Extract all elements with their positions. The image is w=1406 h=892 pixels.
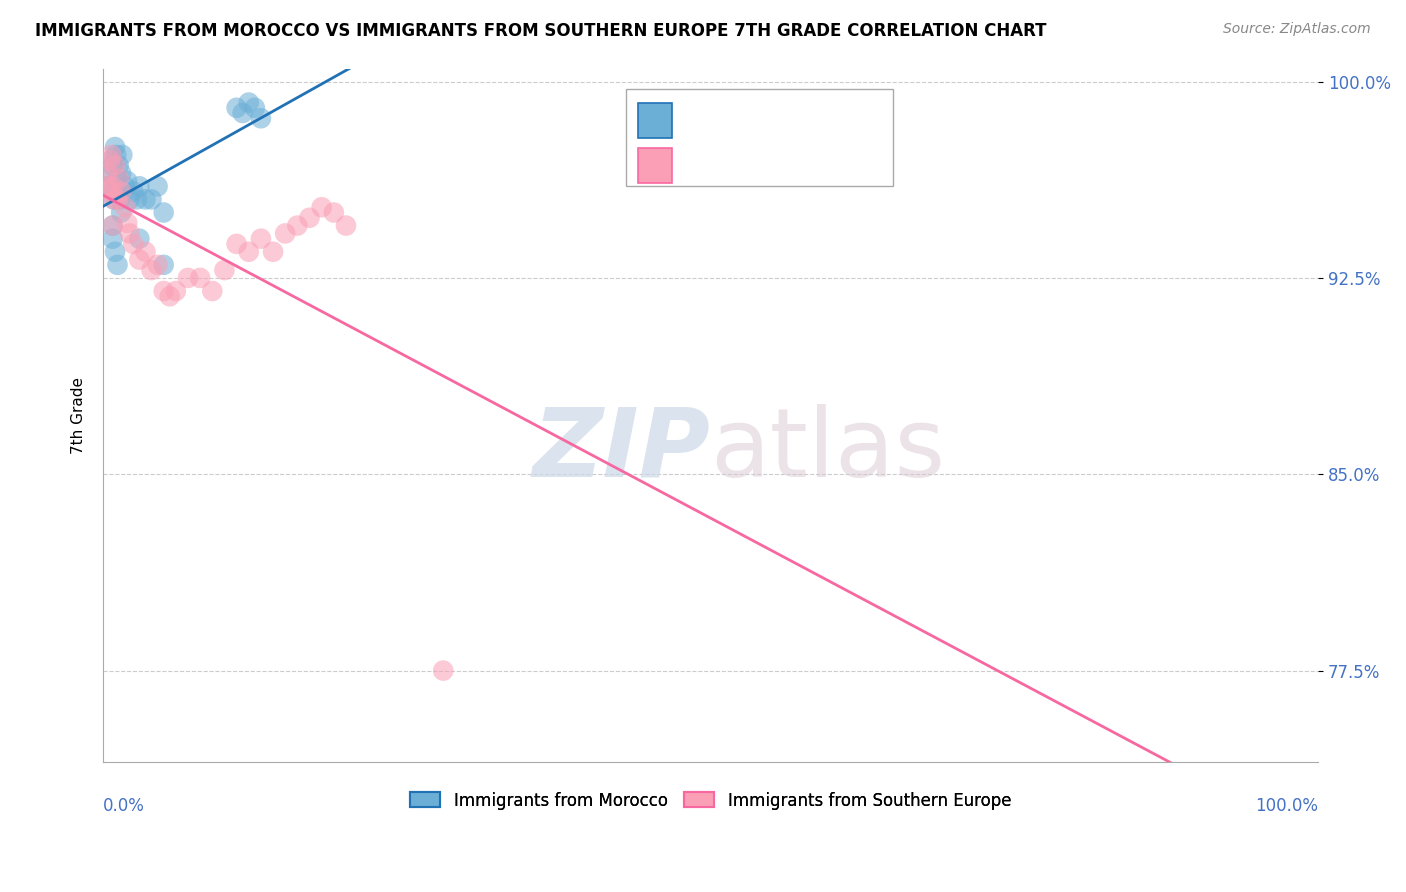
- Point: [103, 193, 125, 207]
- Point: [118, 227, 141, 241]
- Text: Source: ZipAtlas.com: Source: ZipAtlas.com: [1223, 22, 1371, 37]
- Text: ZIP: ZIP: [533, 403, 710, 497]
- Point: [152, 258, 174, 272]
- Point: [165, 284, 187, 298]
- Point: [146, 258, 169, 272]
- Point: [311, 200, 333, 214]
- Point: [118, 193, 141, 207]
- Point: [101, 219, 124, 233]
- Legend: Immigrants from Morocco, Immigrants from Southern Europe: Immigrants from Morocco, Immigrants from…: [404, 785, 1018, 816]
- Point: [134, 244, 156, 259]
- Point: [104, 158, 127, 172]
- Point: [114, 200, 136, 214]
- Text: 100.0%: 100.0%: [1256, 797, 1319, 815]
- Text: 0.0%: 0.0%: [103, 797, 145, 815]
- Text: R =  0.185   N = 38: R = 0.185 N = 38: [683, 155, 859, 173]
- Point: [110, 166, 132, 180]
- Point: [274, 227, 297, 241]
- Point: [128, 232, 150, 246]
- Point: [105, 148, 128, 162]
- Point: [110, 205, 132, 219]
- Point: [98, 166, 121, 180]
- Point: [115, 174, 138, 188]
- FancyBboxPatch shape: [626, 89, 893, 186]
- Point: [225, 236, 247, 251]
- Point: [201, 284, 224, 298]
- Point: [115, 216, 138, 230]
- Point: [108, 193, 131, 207]
- Point: [114, 179, 136, 194]
- Text: IMMIGRANTS FROM MOROCCO VS IMMIGRANTS FROM SOUTHERN EUROPE 7TH GRADE CORRELATION: IMMIGRANTS FROM MOROCCO VS IMMIGRANTS FR…: [35, 22, 1046, 40]
- Point: [101, 158, 124, 172]
- Point: [104, 140, 127, 154]
- Point: [250, 112, 273, 126]
- Point: [107, 193, 129, 207]
- Point: [128, 252, 150, 267]
- Point: [107, 171, 129, 186]
- Point: [298, 211, 321, 225]
- Point: [134, 193, 156, 207]
- Point: [285, 219, 308, 233]
- Point: [152, 284, 174, 298]
- FancyBboxPatch shape: [638, 148, 672, 183]
- Point: [98, 185, 121, 199]
- Point: [250, 232, 273, 246]
- Point: [104, 185, 127, 199]
- Point: [110, 185, 132, 199]
- Point: [128, 179, 150, 194]
- Text: atlas: atlas: [710, 403, 946, 497]
- Point: [101, 219, 124, 233]
- Point: [122, 185, 145, 199]
- Point: [262, 244, 284, 259]
- Point: [111, 148, 134, 162]
- Point: [243, 101, 266, 115]
- Point: [97, 179, 120, 194]
- Point: [238, 95, 260, 110]
- Point: [97, 166, 120, 180]
- Point: [225, 101, 247, 115]
- Point: [432, 664, 454, 678]
- Point: [177, 271, 200, 285]
- Point: [188, 271, 211, 285]
- Point: [101, 179, 124, 194]
- Point: [122, 236, 145, 251]
- Point: [107, 258, 129, 272]
- Y-axis label: 7th Grade: 7th Grade: [72, 376, 86, 454]
- Point: [238, 244, 260, 259]
- FancyBboxPatch shape: [638, 103, 672, 138]
- Point: [125, 193, 148, 207]
- Point: [322, 205, 344, 219]
- Point: [141, 263, 163, 277]
- Point: [104, 244, 127, 259]
- Point: [103, 193, 125, 207]
- Point: [152, 205, 174, 219]
- Point: [107, 171, 129, 186]
- Point: [100, 148, 122, 162]
- Point: [98, 179, 121, 194]
- Text: R = 0.505   N = 36: R = 0.505 N = 36: [683, 110, 853, 128]
- Point: [232, 106, 254, 120]
- Point: [141, 193, 163, 207]
- Point: [98, 153, 121, 168]
- Point: [100, 153, 122, 168]
- Point: [101, 232, 124, 246]
- Point: [146, 179, 169, 194]
- Point: [98, 179, 121, 194]
- Point: [159, 289, 181, 303]
- Point: [335, 219, 357, 233]
- Point: [107, 158, 129, 172]
- Point: [214, 263, 236, 277]
